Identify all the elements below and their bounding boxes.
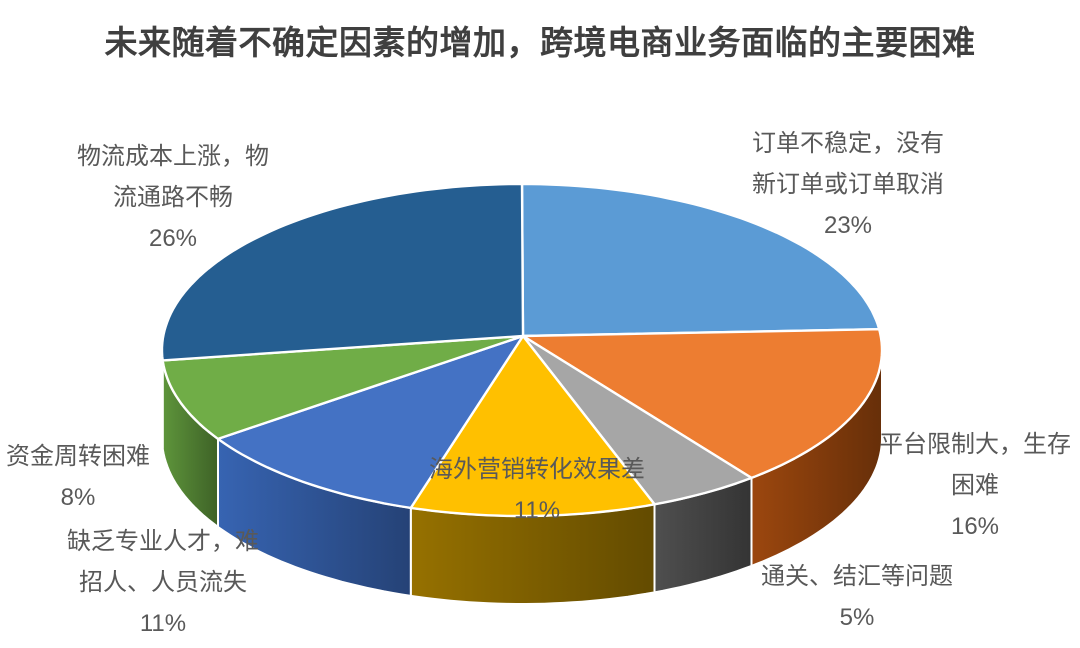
pie-slice-top <box>409 334 656 518</box>
data-label-line: 海外营销转化效果差 <box>429 456 645 483</box>
data-label-line: 16% <box>950 513 1000 540</box>
chart-title: 未来随着不确定因素的增加，跨境电商业务面临的主要困难 <box>104 24 976 61</box>
data-label: 资金周转困难 8% <box>6 436 150 518</box>
data-label-line: 通关、结汇等问题 <box>761 563 953 590</box>
data-label: 平台限制大，生存 困难 16% <box>879 424 1071 547</box>
data-label: 通关、结汇等问题 5% <box>761 556 953 638</box>
pie-slice-top <box>521 328 884 480</box>
data-label-line: 11% <box>139 610 187 637</box>
data-label-line: 平台限制大，生存 <box>879 431 1071 458</box>
data-label: 订单不稳定，没有 新订单或订单取消 23% <box>752 123 944 246</box>
data-label-line: 招人、人员流失 <box>79 569 247 596</box>
data-label-line: 8% <box>60 484 96 511</box>
data-label-line: 物流成本上涨，物 <box>77 143 269 170</box>
data-label: 海外营销转化效果差 11% <box>429 449 645 531</box>
pie-slice-top <box>160 182 525 362</box>
pie-slice-top <box>161 334 525 441</box>
data-label-line: 23% <box>823 212 873 239</box>
pie-slice-top <box>216 334 525 510</box>
data-label: 缺乏专业人才，难 招人、人员流失 11% <box>67 521 259 644</box>
data-label-line: 缺乏专业人才，难 <box>67 528 259 555</box>
data-label-line: 资金周转困难 <box>6 443 150 470</box>
data-label-line: 26% <box>148 225 198 252</box>
pie-slice-top <box>521 334 753 506</box>
data-label-line: 订单不稳定，没有 <box>752 130 944 157</box>
data-label-line: 5% <box>839 604 875 631</box>
data-label-line: 困难 <box>951 472 999 499</box>
pie-slice-top <box>520 182 881 338</box>
data-label-line: 11% <box>513 497 561 524</box>
data-label-line: 流通路不畅 <box>113 184 233 211</box>
data-label: 物流成本上涨，物 流通路不畅 26% <box>77 136 269 259</box>
data-label-line: 新订单或订单取消 <box>752 171 944 198</box>
